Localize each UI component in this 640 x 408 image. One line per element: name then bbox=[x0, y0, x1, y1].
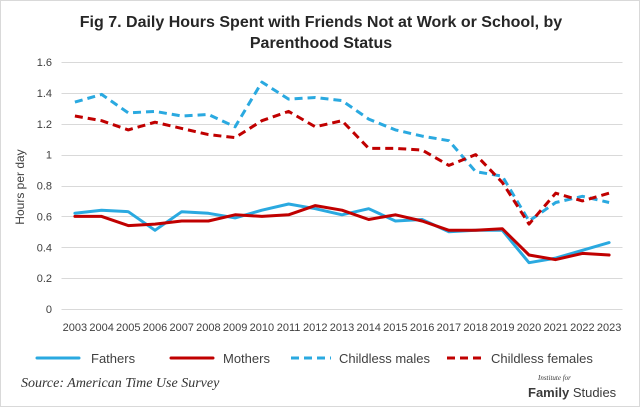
y-axis-title: Hours per day bbox=[13, 149, 27, 224]
logo-top-text: Institute for bbox=[538, 374, 571, 382]
x-tick-label: 2011 bbox=[277, 322, 301, 334]
x-tick-label: 2006 bbox=[143, 322, 167, 334]
source-note: Source: American Time Use Survey bbox=[21, 376, 220, 391]
chart-title: Fig 7. Daily Hours Spent with Friends No… bbox=[79, 14, 563, 52]
legend-label: Fathers bbox=[91, 351, 136, 366]
x-tick-label: 2016 bbox=[410, 322, 434, 334]
x-tick-label: 2010 bbox=[250, 322, 274, 334]
x-tick-label: 2022 bbox=[570, 322, 594, 334]
logo-wordmark: Family Studies bbox=[528, 385, 616, 401]
x-tick-label: 2007 bbox=[169, 322, 193, 334]
y-tick-label: 1.4 bbox=[37, 88, 52, 100]
y-tick-label: 0.8 bbox=[37, 181, 52, 193]
x-tick-label: 2017 bbox=[437, 322, 461, 334]
y-tick-label: 0 bbox=[46, 304, 52, 316]
x-tick-label: 2005 bbox=[116, 322, 140, 334]
series-lines bbox=[73, 80, 611, 265]
series-line-childless-females bbox=[74, 109, 610, 226]
y-axis-tick-labels: 0 0.2 0.4 0.6 0.8 1 1.2 1.4 1.6 bbox=[37, 57, 52, 316]
x-tick-label: 2009 bbox=[223, 322, 247, 334]
series-line-mothers bbox=[73, 204, 611, 262]
x-tick-label: 2014 bbox=[356, 322, 380, 334]
x-tick-label: 2004 bbox=[89, 322, 113, 334]
x-tick-label: 2021 bbox=[543, 322, 567, 334]
legend-item-mothers: Mothers bbox=[169, 351, 270, 366]
x-tick-label: 2015 bbox=[383, 322, 407, 334]
legend-item-childless-females: Childless females bbox=[447, 351, 593, 366]
x-tick-label: 2019 bbox=[490, 322, 514, 334]
x-tick-label: 2008 bbox=[196, 322, 220, 334]
legend-label: Childless females bbox=[491, 351, 593, 366]
gridlines bbox=[61, 62, 623, 310]
institute-for-family-studies-logo: Institute for Family Studies bbox=[528, 374, 628, 402]
x-tick-label: 2023 bbox=[597, 322, 621, 334]
y-tick-label: 0.6 bbox=[37, 211, 52, 223]
x-tick-label: 2013 bbox=[330, 322, 354, 334]
y-tick-label: 1 bbox=[46, 150, 52, 162]
y-tick-label: 1.6 bbox=[37, 57, 52, 69]
logo-studies-text: Studies bbox=[572, 385, 617, 400]
x-tick-label: 2012 bbox=[303, 322, 327, 334]
y-tick-label: 0.4 bbox=[37, 242, 52, 254]
legend-item-childless-males: Childless males bbox=[291, 351, 431, 366]
x-tick-label: 2003 bbox=[63, 322, 87, 334]
series-line-childless-males bbox=[74, 80, 610, 223]
y-tick-label: 1.2 bbox=[37, 119, 52, 131]
legend-label: Mothers bbox=[223, 351, 270, 366]
legend-item-fathers: Fathers bbox=[35, 351, 136, 366]
y-tick-label: 0.2 bbox=[37, 273, 52, 285]
x-axis-tick-labels: 2003 2004 2005 2006 2007 2008 2009 2010 2011 2012… bbox=[63, 322, 622, 334]
x-tick-label: 2020 bbox=[517, 322, 541, 334]
legend-label: Childless males bbox=[339, 351, 431, 366]
x-tick-label: 2018 bbox=[463, 322, 487, 334]
logo-family-text: Family bbox=[528, 385, 570, 400]
legend: Fathers Mothers Childless males Childless f… bbox=[35, 351, 593, 366]
